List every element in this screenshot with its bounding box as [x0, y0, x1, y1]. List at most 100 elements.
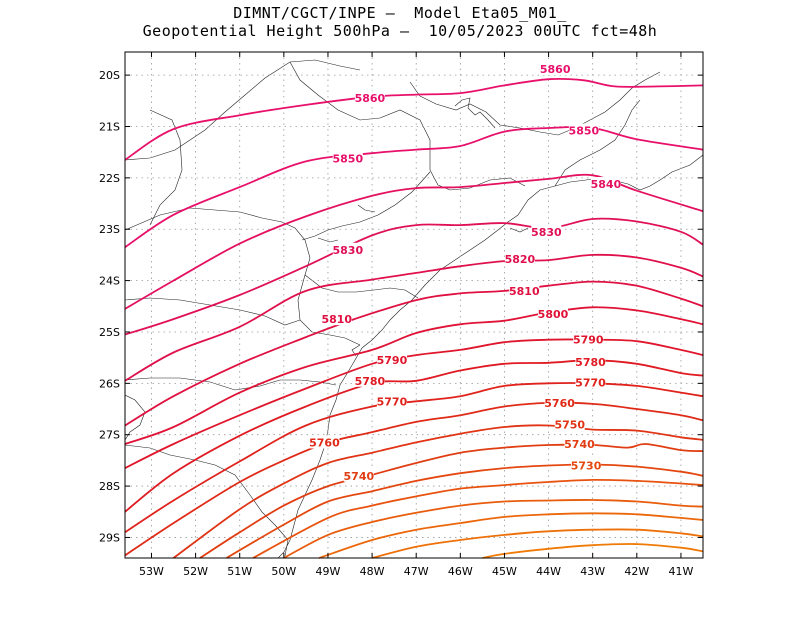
contour-label: 5740 [344, 470, 375, 483]
contour-label: 5820 [505, 253, 536, 266]
contour-label-background [343, 468, 374, 482]
contour-line-5750 [172, 424, 704, 559]
contour-label: 5760 [309, 436, 340, 449]
contour-label-background [354, 373, 385, 387]
state-border [554, 99, 641, 187]
contour-line-5840 [124, 173, 704, 310]
y-tick-label: 23S [99, 223, 120, 236]
country-border [124, 394, 146, 441]
contour-label-background [554, 417, 585, 431]
contour-label: 5790 [573, 334, 604, 347]
contour-label-background [568, 123, 599, 137]
state-border [149, 109, 183, 226]
contour-line-5780 [124, 359, 704, 513]
contour-label-background [575, 375, 606, 389]
contour-label: 5800 [538, 308, 569, 321]
contour-label-background [354, 91, 385, 105]
y-tick-label: 22S [99, 172, 120, 185]
lat-lon-grid [125, 52, 703, 558]
x-tick-label: 48W [360, 565, 385, 578]
contour-label-background [544, 395, 575, 409]
contour-line-5720 [252, 478, 704, 559]
coastline-detail [317, 204, 529, 357]
x-tick-label: 50W [271, 565, 296, 578]
x-tick-label: 49W [316, 565, 341, 578]
contour-line-5820 [124, 253, 704, 382]
contour-label-background [575, 354, 606, 368]
y-tick-label: 21S [99, 120, 120, 133]
contour-line-5760 [124, 401, 704, 557]
contour-line-5830 [124, 217, 704, 336]
state-border [301, 171, 431, 241]
contour-label: 5730 [571, 460, 602, 473]
y-tick-label: 27S [99, 429, 120, 442]
contour-label: 5860 [540, 63, 571, 76]
contour-line-5710 [283, 499, 704, 559]
contour-labels: 5860 5860 5850 5850 5840 5830 5830 5820 5810 5810… [309, 61, 622, 483]
state-border [124, 207, 419, 299]
contour-label-background [540, 61, 571, 75]
contour-line-5800 [124, 306, 704, 445]
contour-label-background [531, 224, 562, 238]
contour-line-5770 [124, 382, 704, 534]
y-tick-label: 20S [99, 69, 120, 82]
contour-label-background [332, 151, 363, 165]
contour-label-background [332, 242, 363, 256]
y-tick-label: 28S [99, 480, 120, 493]
contour-label-background [590, 177, 621, 191]
contour-label: 5860 [355, 92, 386, 105]
x-tick-label: 41W [669, 565, 694, 578]
x-tick-label: 44W [536, 565, 561, 578]
state-border [124, 297, 301, 326]
contour-line-5810 [124, 280, 704, 427]
contour-label: 5740 [564, 438, 595, 451]
contour-label-background [376, 353, 407, 367]
contour-label: 5780 [355, 375, 386, 388]
contour-label: 5850 [569, 125, 600, 138]
contour-label-background [504, 252, 535, 266]
contour-line-5730 [226, 463, 704, 559]
contour-label-background [564, 436, 595, 450]
height-contours [124, 77, 704, 559]
contour-label: 5770 [575, 376, 606, 389]
map-title-line-1: DIMNT/CGCT/INPE – Model Eta05_M01_ [233, 4, 567, 22]
contour-label-background [309, 435, 340, 449]
contour-label: 5840 [591, 178, 622, 191]
state-border [409, 71, 661, 136]
contour-label: 5760 [544, 397, 575, 410]
country-border [124, 444, 289, 557]
contour-line-5690 [371, 528, 704, 559]
y-tick-label: 26S [99, 377, 120, 390]
contour-label: 5810 [321, 313, 352, 326]
state-border [124, 59, 361, 161]
x-tick-label: 47W [404, 565, 429, 578]
latitude-axis: 20S 21S 22S 23S 24S 25S 26S 27S 28S 29S [99, 69, 703, 544]
x-tick-label: 45W [492, 565, 517, 578]
x-tick-label: 42W [624, 565, 649, 578]
contour-line-5790 [124, 338, 704, 469]
contour-label: 5770 [377, 395, 408, 408]
contour-label-background [376, 394, 407, 408]
longitude-axis: 53W 52W 51W 50W 49W 48W 47W 46W 45W 44W 43W 42W 41W [139, 52, 693, 578]
y-tick-label: 29S [99, 531, 120, 544]
contour-line-5700 [318, 512, 704, 559]
y-tick-label: 25S [99, 326, 120, 339]
contour-label: 5810 [509, 285, 540, 298]
x-tick-label: 43W [580, 565, 605, 578]
contour-label: 5780 [575, 356, 606, 369]
state-border [124, 377, 337, 391]
contour-line-5860 [124, 77, 704, 161]
y-tick-label: 24S [99, 275, 120, 288]
contour-label-background [509, 283, 540, 297]
contour-label-background [537, 306, 568, 320]
x-tick-label: 51W [227, 565, 252, 578]
contour-label: 5850 [333, 152, 364, 165]
x-tick-label: 46W [448, 565, 473, 578]
x-tick-label: 52W [183, 565, 208, 578]
map-frame [124, 51, 704, 559]
contour-label-background [571, 458, 602, 472]
contour-label: 5750 [554, 418, 585, 431]
contour-label-background [573, 332, 604, 346]
contour-label-background [321, 312, 352, 326]
